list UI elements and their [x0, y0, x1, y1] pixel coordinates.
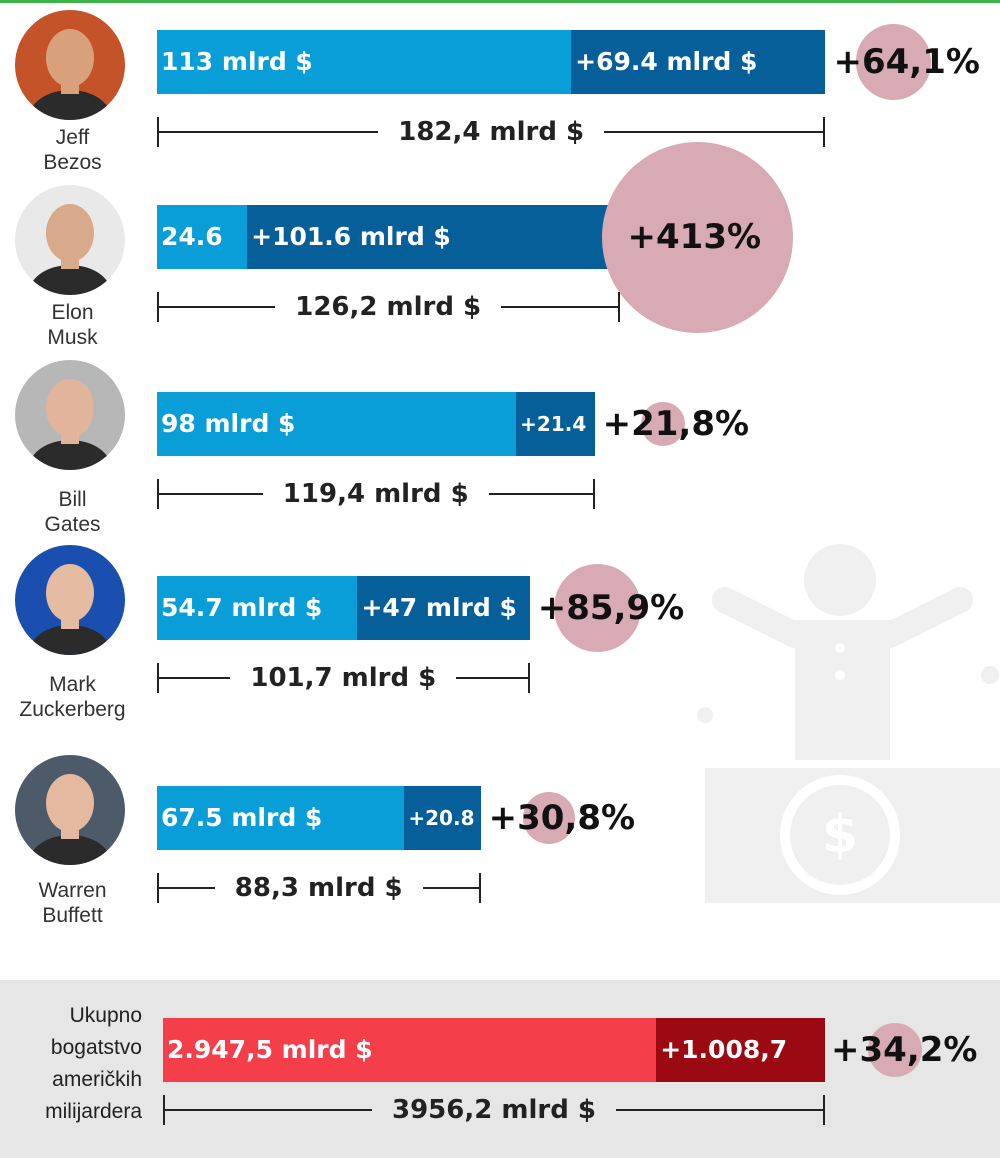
bar-base-segment	[157, 392, 517, 456]
bracket-tick	[527, 663, 530, 693]
person-name: Jeff Bezos	[43, 126, 102, 174]
bar-gain-label: +21.4	[520, 412, 587, 436]
stacked-bar: 24.6 +101.6 mlrd $	[157, 205, 620, 269]
avatar-image	[15, 755, 125, 865]
bracket-tick	[157, 117, 159, 147]
avatar-icon	[15, 185, 125, 295]
person-row: Mark Zuckerberg 54.7 mlrd $ +47 mlrd $ +85,…	[0, 545, 1000, 721]
bracket-tick	[617, 292, 620, 322]
total-bracket: 101,7 mlrd $	[157, 659, 530, 697]
total-panel: Ukupno bogatstvo američkih milijardera 2…	[0, 980, 1000, 1158]
percent-bubble	[602, 141, 794, 333]
bar-gain-segment	[516, 392, 595, 456]
bar-gain-segment	[404, 786, 481, 850]
bar-gain-label: +101.6 mlrd $	[251, 222, 451, 251]
person-name: Mark Zuckerberg	[19, 673, 126, 721]
bracket-tick	[157, 479, 159, 509]
bracket-tick	[478, 873, 481, 903]
person-row: Elon Musk 24.6 +101.6 mlrd $ +413% 126,2 mlr…	[0, 141, 1000, 355]
total-sum-label: 3956,2 mlrd $	[372, 1091, 616, 1129]
person-row: Jeff Bezos 113 mlrd $ +69.4 mlrd $ +64,1% 18…	[0, 10, 1000, 180]
stacked-bar: 98 mlrd $ +21.4	[157, 392, 595, 456]
total-label: Ukupno bogatstvo američkih milijardera	[45, 1004, 142, 1123]
total-stacked-bar: 2.947,5 mlrd $ +1.008,7	[163, 1018, 825, 1082]
bar-gain-segment	[247, 205, 620, 269]
bar-base-label: 54.7 mlrd $	[161, 593, 323, 622]
total-value-label: 119,4 mlrd $	[262, 475, 489, 513]
avatar-icon	[15, 10, 125, 120]
percent-change-label: +64,1%	[833, 42, 980, 82]
total-gain-label: +1.008,7	[660, 1035, 788, 1064]
avatar-image	[15, 10, 125, 120]
person-row: Warren Buffett 67.5 mlrd $ +20.8 +30,8% 88,3…	[0, 755, 1000, 927]
person-name: Warren Buffett	[38, 879, 107, 927]
total-bracket: 182,4 mlrd $	[157, 113, 826, 151]
percent-change-label: +30,8%	[488, 798, 636, 838]
bar-base-segment	[157, 786, 405, 850]
total-base-segment	[163, 1018, 657, 1082]
percent-change-label: +413%	[627, 217, 762, 257]
bar-base-label: 98 mlrd $	[161, 409, 296, 438]
bar-gain-segment	[357, 576, 530, 640]
bracket-tick	[157, 663, 159, 693]
percent-bubble	[522, 791, 575, 845]
person-with-money-icon: $	[697, 544, 1000, 903]
bar-base-label: 113 mlrd $	[161, 47, 313, 76]
person-name: Elon Musk	[47, 301, 98, 349]
bar-gain-label: +69.4 mlrd $	[575, 47, 758, 76]
total-base-label: 2.947,5 mlrd $	[167, 1035, 373, 1064]
total-gain-segment	[656, 1018, 825, 1082]
bar-base-segment	[157, 30, 572, 94]
stacked-bar: 54.7 mlrd $ +47 mlrd $	[157, 576, 530, 640]
avatar-image	[15, 545, 125, 655]
avatar-icon	[15, 545, 125, 655]
top-accent-line	[0, 0, 1000, 3]
bracket-tick	[157, 873, 159, 903]
stacked-bar: 113 mlrd $ +69.4 mlrd $	[157, 30, 826, 94]
percent-bubble	[640, 402, 685, 446]
bar-base-segment	[157, 205, 248, 269]
bar-base-label: 24.6	[161, 222, 223, 251]
total-value-label: 182,4 mlrd $	[378, 113, 605, 151]
total-sum-bracket: 3956,2 mlrd $	[163, 1091, 825, 1129]
avatar-image	[15, 185, 125, 295]
bracket-tick	[163, 1095, 165, 1125]
avatar-icon	[15, 755, 125, 865]
bracket-tick	[823, 117, 826, 147]
percent-bubble	[554, 564, 642, 652]
person-row: Bill Gates 98 mlrd $ +21.4 +21,8% 119,4 mlrd…	[0, 360, 1000, 536]
avatar-image	[15, 360, 125, 470]
percent-change-label: +21,8%	[602, 404, 750, 444]
bracket-tick	[823, 1095, 825, 1125]
svg-text:$: $	[822, 805, 858, 865]
bracket-tick	[157, 292, 159, 322]
stacked-bar: 67.5 mlrd $ +20.8	[157, 786, 481, 850]
total-value-label: 126,2 mlrd $	[275, 288, 502, 326]
bar-base-segment	[157, 576, 358, 640]
bar-base-label: 67.5 mlrd $	[161, 803, 323, 832]
total-bracket: 126,2 mlrd $	[157, 288, 620, 326]
total-value-label: 88,3 mlrd $	[214, 869, 423, 907]
person-name: Bill Gates	[44, 488, 101, 536]
bar-gain-label: +47 mlrd $	[361, 593, 517, 622]
avatar-icon	[15, 360, 125, 470]
total-percent-change-label: +34,2%	[831, 1030, 978, 1070]
bracket-tick	[592, 479, 595, 509]
total-bracket: 88,3 mlrd $	[157, 869, 481, 907]
bar-gain-label: +20.8	[408, 806, 475, 830]
percent-change-label: +85,9%	[537, 588, 685, 628]
total-value-label: 101,7 mlrd $	[230, 659, 457, 697]
percent-bubble	[855, 24, 932, 100]
total-percent-bubble	[867, 1022, 923, 1078]
total-bracket: 119,4 mlrd $	[157, 475, 595, 513]
bar-gain-segment	[571, 30, 826, 94]
